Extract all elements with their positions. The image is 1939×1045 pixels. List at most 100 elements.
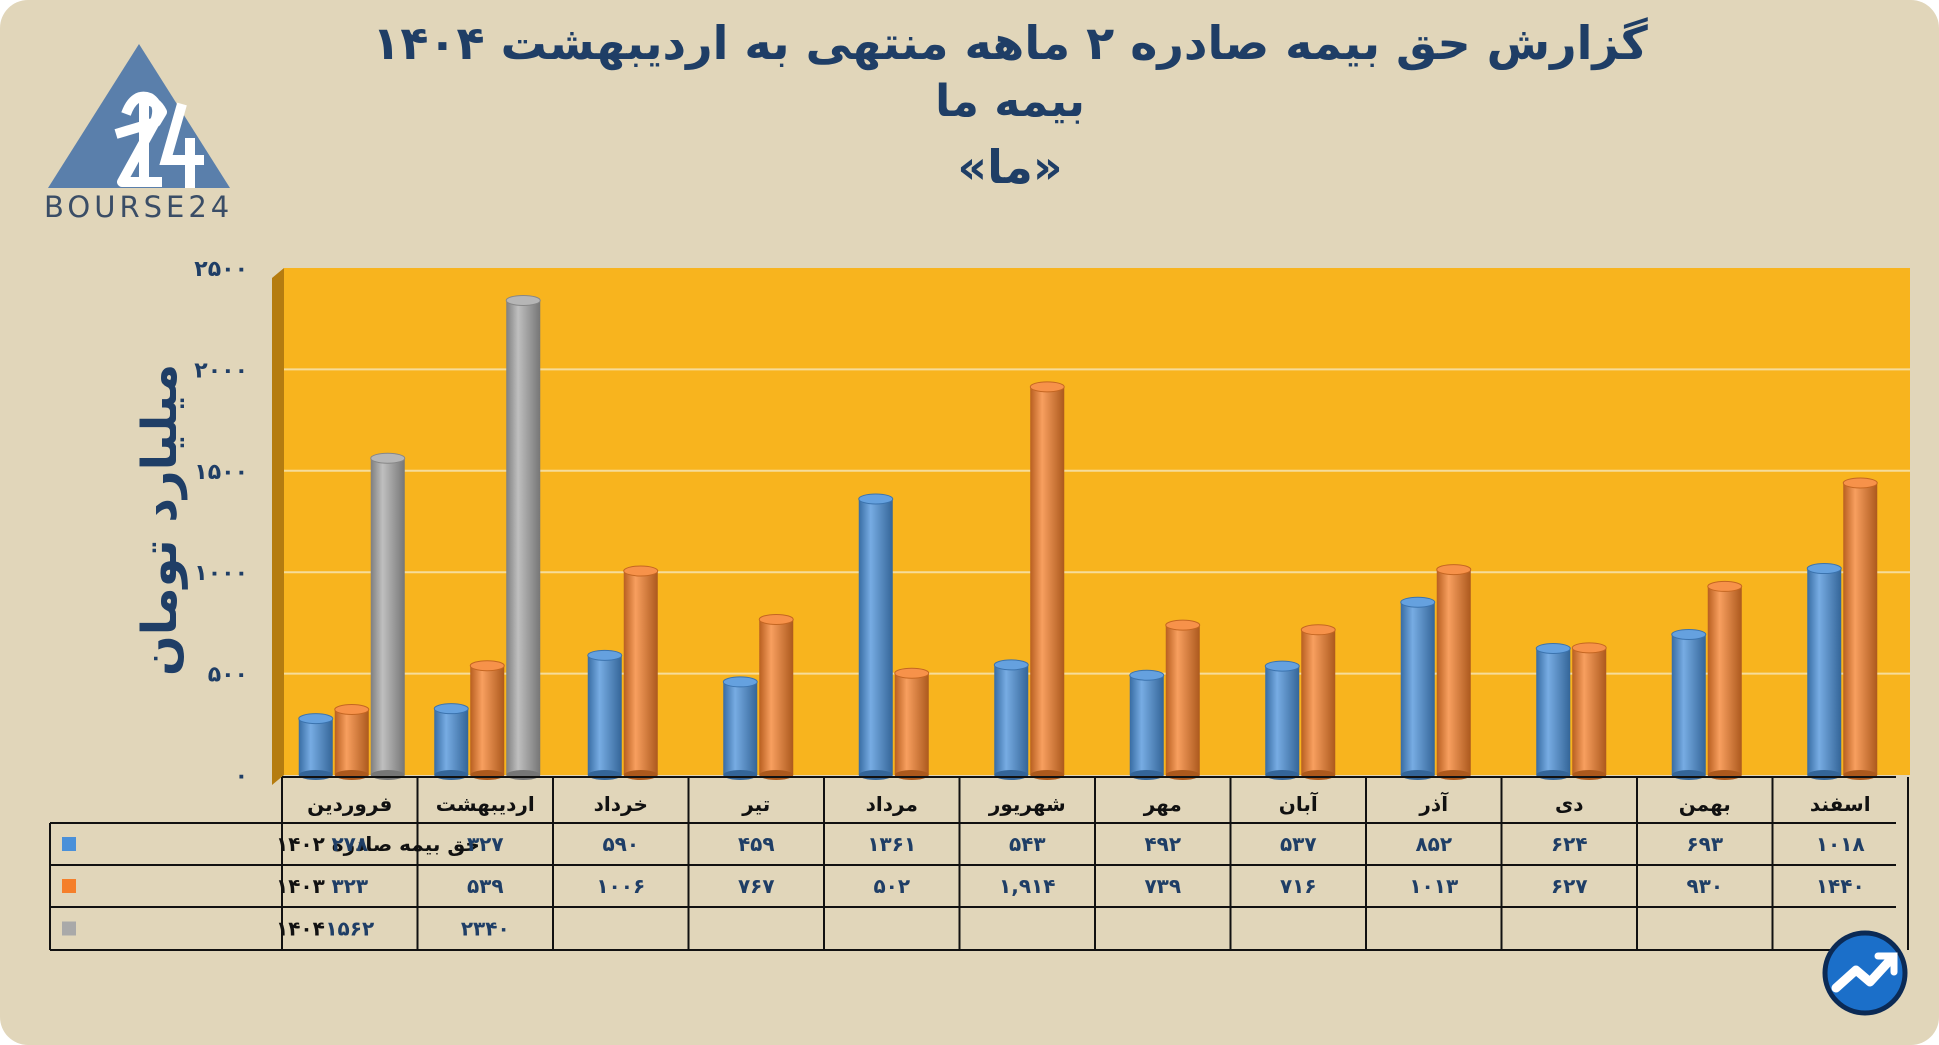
plot-area <box>284 268 1910 775</box>
bar <box>894 673 929 775</box>
bar-top <box>858 493 894 505</box>
data-label: ۲۷۸ <box>331 832 368 856</box>
category-label: تیر <box>741 792 770 816</box>
data-label: ۸۵۲ <box>1415 832 1452 856</box>
category-label: بهمن <box>1679 792 1731 816</box>
chart-subtitle: بیمه ما <box>935 76 1085 127</box>
data-label: ۴۹۲ <box>1144 832 1181 856</box>
y-tick-label: ۱۰۰۰ <box>194 561 248 586</box>
bar <box>858 498 893 775</box>
bar-top <box>758 613 794 625</box>
bar-base <box>894 770 929 780</box>
bar <box>723 681 758 775</box>
bar-top <box>1436 564 1472 576</box>
bar-base <box>1301 770 1336 780</box>
category-label: اسفند <box>1810 792 1871 816</box>
y-tick-label: ۲۵۰۰ <box>194 257 248 282</box>
legend-swatch <box>62 921 76 936</box>
data-label: ۱۰۰۶ <box>596 874 645 898</box>
bar <box>434 708 469 775</box>
data-label: ۶۹۳ <box>1686 832 1723 856</box>
logo-text: BOURSE24 <box>44 190 234 224</box>
bar <box>1301 629 1336 775</box>
data-label: ۷۳۹ <box>1144 874 1181 898</box>
bar <box>623 570 658 775</box>
bar-top <box>623 565 659 577</box>
category-label: آذر <box>1418 791 1449 816</box>
category-label: مهر <box>1143 792 1182 816</box>
bar-top <box>1671 628 1707 640</box>
legend-swatch <box>62 837 76 851</box>
y-tick-label: ۲۰۰۰ <box>194 358 248 383</box>
legend-swatch <box>62 879 76 893</box>
bar-base <box>1436 770 1471 780</box>
data-label: ۹۳۰ <box>1686 874 1723 898</box>
bar-base <box>759 770 794 780</box>
bar-top <box>722 676 758 688</box>
bar <box>1400 602 1435 775</box>
bar-base <box>506 770 541 780</box>
bar-top <box>1129 669 1165 681</box>
bar <box>1536 648 1571 775</box>
data-label: ۲۳۴۰ <box>461 917 510 941</box>
data-label: ۳۲۳ <box>331 874 368 898</box>
bar-top <box>587 649 623 661</box>
bar-top <box>1264 660 1300 672</box>
bar <box>1265 666 1300 775</box>
data-label: ۵۳۷ <box>1280 832 1317 856</box>
data-label: ۴۵۹ <box>738 832 775 856</box>
legend-label: حق بیمه صادره ۱۴۰۲ <box>276 832 480 856</box>
data-label: ۱۳۶۱ <box>867 832 916 856</box>
bar <box>370 458 405 775</box>
plot-side-wall <box>272 268 284 785</box>
bar-top <box>1707 580 1743 592</box>
bar-top <box>370 452 406 464</box>
bar-top <box>298 713 334 725</box>
bar <box>1843 482 1878 775</box>
y-tick-label: ۵۰۰ <box>208 663 248 688</box>
legend-label: ۱۴۰۳ <box>276 874 325 898</box>
bar <box>470 665 505 775</box>
bar <box>334 709 369 775</box>
category-label: اردیبهشت <box>436 792 535 816</box>
bar-base <box>994 770 1029 780</box>
chart-subtitle-symbol: «ما» <box>957 140 1063 194</box>
category-label: شهریور <box>988 792 1066 816</box>
data-label: ۱,۹۱۴ <box>999 874 1055 898</box>
bar <box>587 655 622 775</box>
data-label: ۱۰۱۳ <box>1409 874 1458 898</box>
category-label: آبان <box>1279 791 1319 816</box>
bar <box>1436 569 1471 775</box>
data-label: ۱۴۴۰ <box>1816 874 1865 898</box>
data-label: ۳۲۷ <box>467 832 504 856</box>
bar-base <box>723 770 758 780</box>
data-label: ۷۶۷ <box>738 874 775 898</box>
bar <box>759 619 794 775</box>
bar-top <box>993 659 1029 671</box>
bar-base <box>1807 770 1842 780</box>
bar-base <box>370 770 405 780</box>
data-label: ۷۱۶ <box>1280 874 1317 898</box>
triangle-24-logo <box>48 44 230 188</box>
data-label: ۱۰۱۸ <box>1816 832 1865 856</box>
bar-base <box>1671 770 1706 780</box>
trend-arrow-icon <box>1822 930 1908 1020</box>
bar-base <box>1030 770 1065 780</box>
data-label: ۱۵۶۲ <box>325 917 374 941</box>
data-label: ۵۳۹ <box>467 874 504 898</box>
bar-base <box>1129 770 1164 780</box>
bar-base <box>298 770 333 780</box>
bar-base <box>1536 770 1571 780</box>
bar <box>1707 586 1742 775</box>
bar-top <box>1535 642 1571 654</box>
bar <box>1129 675 1164 775</box>
data-label: ۵۹۰ <box>602 832 639 856</box>
bar <box>298 718 333 775</box>
bar-top <box>1842 477 1878 489</box>
bar-base <box>1265 770 1300 780</box>
bar-base <box>470 770 505 780</box>
bar-top <box>1300 624 1336 636</box>
bar <box>1572 647 1607 775</box>
chart-title: گزارش حق بیمه صادره ۲ ماهه منتهی به اردی… <box>372 16 1648 70</box>
